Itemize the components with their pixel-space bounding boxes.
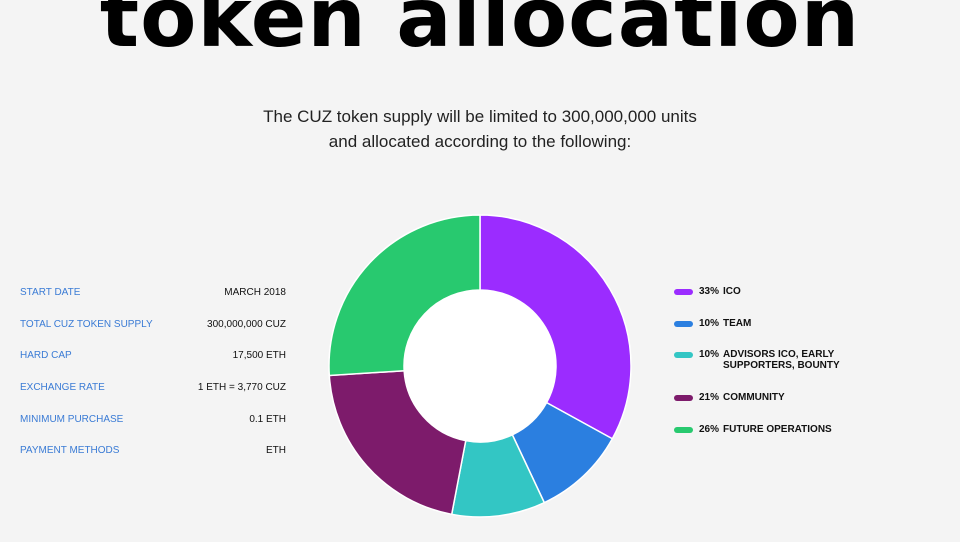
legend-label: ADVISORS ICO, EARLY SUPPORTERS, BOUNTY (723, 349, 840, 371)
legend-percent: 21% (699, 392, 720, 403)
subtitle-line-1: The CUZ token supply will be limited to … (263, 107, 697, 126)
info-row-minimum-purchase: MINIMUM PURCHASE 0.1 ETH (20, 403, 290, 435)
info-label: PAYMENT METHODS (20, 445, 120, 457)
legend-swatch (674, 352, 693, 358)
legend-label: FUTURE OPERATIONS (723, 423, 832, 435)
legend-percent: 10% (699, 317, 720, 329)
info-value: 0.1 ETH (249, 413, 286, 425)
page-title: token allocation (99, 0, 861, 66)
allocation-donut-chart (328, 214, 632, 518)
page-subtitle: The CUZ token supply will be limited to … (0, 104, 960, 154)
legend-label: TEAM (723, 317, 752, 329)
legend-item-community: 21% COMMUNITY (674, 392, 934, 424)
info-label: EXCHANGE RATE (20, 382, 105, 394)
info-row-total-supply: TOTAL CUZ TOKEN SUPPLY 300,000,000 CUZ (20, 309, 290, 341)
info-value: ETH (266, 445, 286, 457)
info-value: MARCH 2018 (224, 287, 286, 299)
info-value: 17,500 ETH (232, 350, 286, 362)
legend-swatch (674, 395, 693, 401)
legend-item-team: 10% TEAM (674, 318, 934, 350)
legend-percent: 33% (699, 286, 720, 297)
legend-percent: 26% (699, 423, 720, 435)
donut-hole (404, 290, 556, 442)
info-label: MINIMUM PURCHASE (20, 413, 124, 425)
info-label: START DATE (20, 287, 81, 299)
info-value: 1 ETH = 3,770 CUZ (197, 382, 286, 394)
legend-swatch (674, 320, 693, 327)
info-value: 300,000,000 CUZ (207, 318, 286, 330)
info-row-hard-cap: HARD CAP 17,500 ETH (20, 340, 290, 372)
token-sale-info: START DATE MARCH 2018 TOTAL CUZ TOKEN SU… (20, 277, 290, 467)
legend-item-advisors: 10% ADVISORS ICO, EARLY SUPPORTERS, BOUN… (674, 349, 934, 392)
chart-legend: 33% ICO 10% TEAM 10% ADVISORS ICO, EARLY… (674, 286, 934, 455)
legend-label: ICO (723, 286, 741, 297)
legend-swatch (674, 289, 693, 295)
info-label: TOTAL CUZ TOKEN SUPPLY (20, 318, 153, 330)
subtitle-line-2: and allocated according to the following… (328, 132, 632, 151)
legend-item-ico: 33% ICO (674, 286, 934, 318)
info-row-payment-methods: PAYMENT METHODS ETH (20, 435, 290, 467)
info-row-exchange-rate: EXCHANGE RATE 1 ETH = 3,770 CUZ (20, 372, 290, 404)
legend-swatch (674, 426, 693, 433)
legend-label: COMMUNITY (723, 392, 785, 403)
legend-percent: 10% (699, 349, 720, 360)
legend-item-future-operations: 26% FUTURE OPERATIONS (674, 424, 934, 456)
info-row-start-date: START DATE MARCH 2018 (20, 277, 290, 309)
info-label: HARD CAP (20, 350, 72, 362)
